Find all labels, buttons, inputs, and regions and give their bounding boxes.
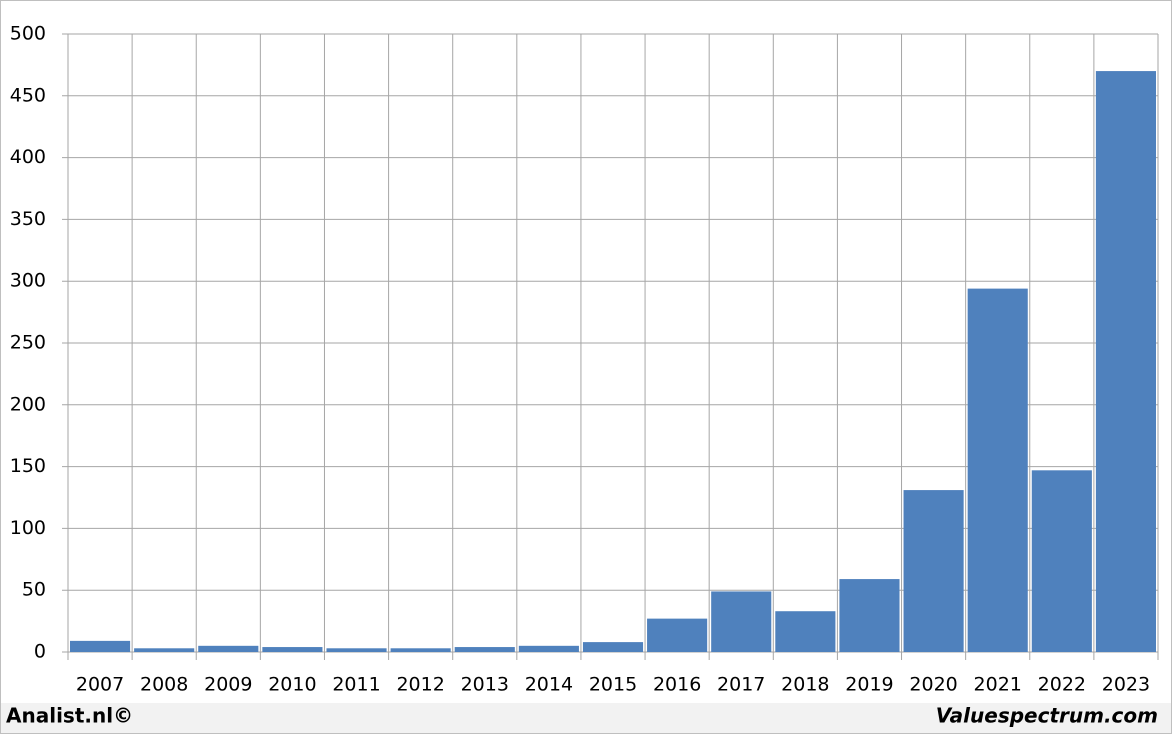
x-tick-label: 2016 bbox=[653, 674, 701, 696]
bar bbox=[967, 288, 1028, 652]
footer-left: Analist.nl© bbox=[6, 704, 133, 728]
bar bbox=[775, 611, 836, 652]
footer-right: Valuespectrum.com bbox=[936, 704, 1158, 728]
bar bbox=[198, 645, 259, 652]
x-tick-label: 2009 bbox=[204, 674, 252, 696]
bar bbox=[647, 618, 708, 652]
y-tick-label: 450 bbox=[10, 84, 46, 106]
y-tick-label: 0 bbox=[34, 641, 46, 663]
y-tick-label: 400 bbox=[10, 146, 46, 168]
bar bbox=[326, 648, 387, 652]
y-tick-label: 500 bbox=[10, 23, 46, 45]
y-tick-label: 300 bbox=[10, 270, 46, 292]
bar bbox=[582, 642, 644, 652]
bar bbox=[134, 648, 195, 652]
x-tick-label: 2018 bbox=[781, 674, 829, 696]
bar bbox=[1095, 71, 1156, 652]
bar bbox=[262, 647, 323, 652]
x-tick-label: 2015 bbox=[589, 674, 637, 696]
x-tick-label: 2011 bbox=[332, 674, 380, 696]
bar bbox=[1031, 470, 1092, 652]
bar bbox=[70, 640, 131, 652]
bar bbox=[518, 645, 579, 652]
x-tick-label: 2008 bbox=[140, 674, 188, 696]
bar bbox=[454, 647, 515, 652]
x-tick-label: 2019 bbox=[845, 674, 893, 696]
y-tick-label: 200 bbox=[10, 393, 46, 415]
y-tick-label: 100 bbox=[10, 517, 46, 539]
x-tick-label: 2013 bbox=[461, 674, 509, 696]
y-tick-label: 350 bbox=[10, 208, 46, 230]
x-tick-label: 2021 bbox=[974, 674, 1022, 696]
bar bbox=[390, 648, 451, 652]
y-tick-label: 250 bbox=[10, 332, 46, 354]
x-tick-label: 2014 bbox=[525, 674, 573, 696]
x-tick-label: 2017 bbox=[717, 674, 765, 696]
y-tick-label: 150 bbox=[10, 455, 46, 477]
bar bbox=[711, 591, 772, 652]
x-tick-label: 2023 bbox=[1102, 674, 1150, 696]
x-tick-label: 2007 bbox=[76, 674, 124, 696]
bar bbox=[903, 490, 964, 652]
bar bbox=[839, 579, 900, 652]
y-tick-label: 50 bbox=[22, 579, 46, 601]
x-tick-label: 2020 bbox=[909, 674, 957, 696]
x-tick-label: 2010 bbox=[268, 674, 316, 696]
footer-bar bbox=[1, 703, 1171, 733]
x-tick-label: 2012 bbox=[396, 674, 444, 696]
x-tick-label: 2022 bbox=[1038, 674, 1086, 696]
